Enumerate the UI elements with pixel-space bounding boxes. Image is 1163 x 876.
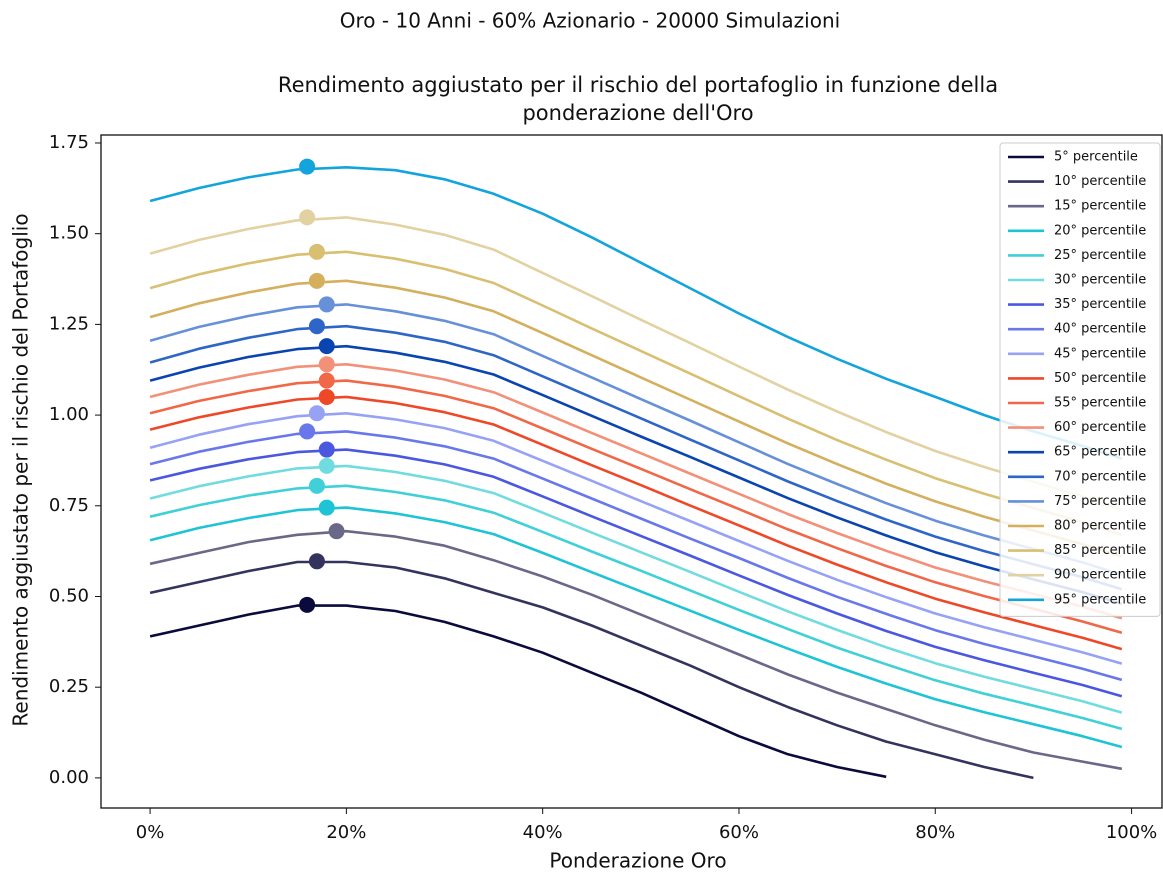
x-tick-label: 0% xyxy=(136,822,165,843)
max-marker xyxy=(299,423,316,440)
suptitle: Oro - 10 Anni - 60% Azionario - 20000 Si… xyxy=(340,9,840,33)
max-marker xyxy=(328,523,345,540)
legend-label: 40° percentile xyxy=(1054,322,1146,337)
legend: 5° percentile 10° percentile 15° percentil… xyxy=(999,142,1161,617)
y-tick-label: 0.75 xyxy=(49,495,89,516)
plot-frame xyxy=(100,134,1163,809)
series-line xyxy=(149,250,1123,537)
legend-label: 85° percentile xyxy=(1054,543,1146,558)
series-line xyxy=(149,379,1123,635)
max-marker xyxy=(299,209,316,226)
max-marker xyxy=(318,499,335,516)
legend-label: 50° percentile xyxy=(1054,371,1146,386)
x-tick-label: 20% xyxy=(326,822,366,843)
y-axis-label: Rendimento aggiustato per il rischio del… xyxy=(9,213,33,726)
max-marker xyxy=(318,356,335,373)
y-tick-label: 0.25 xyxy=(49,676,89,697)
series-line xyxy=(149,529,1123,771)
max-marker xyxy=(308,477,325,494)
y-tick-label: 0.50 xyxy=(49,585,89,606)
y-tick-label: 0.00 xyxy=(49,767,89,788)
legend-label: 10° percentile xyxy=(1054,174,1146,189)
max-marker xyxy=(299,596,316,613)
max-marker xyxy=(308,243,325,260)
legend-box xyxy=(999,142,1161,617)
x-tick-label: 80% xyxy=(915,822,955,843)
max-marker xyxy=(318,441,335,458)
x-tick-label: 40% xyxy=(523,822,563,843)
max-marker xyxy=(318,372,335,389)
legend-label: 75° percentile xyxy=(1054,494,1146,509)
legend-label: 45° percentile xyxy=(1054,346,1146,361)
legend-label: 25° percentile xyxy=(1054,248,1146,263)
max-marker xyxy=(318,388,335,405)
legend-label: 80° percentile xyxy=(1054,519,1146,534)
max-marker xyxy=(308,405,325,422)
legend-label: 15° percentile xyxy=(1054,199,1146,214)
max-marker xyxy=(308,272,325,289)
max-marker xyxy=(308,553,325,570)
max-marker xyxy=(318,338,335,355)
legend-label: 20° percentile xyxy=(1054,223,1146,238)
x-axis-label: Ponderazione Oro xyxy=(549,849,726,873)
legend-label: 5° percentile xyxy=(1054,150,1138,165)
chart-title: Rendimento aggiustato per il rischio del… xyxy=(278,73,998,97)
y-tick-label: 1.00 xyxy=(49,404,89,425)
legend-label: 65° percentile xyxy=(1054,445,1146,460)
legend-label: 55° percentile xyxy=(1054,396,1146,411)
legend-label: 90° percentile xyxy=(1054,568,1146,583)
chart-title: ponderazione dell'Oro xyxy=(522,101,753,125)
series-line xyxy=(149,506,1123,749)
max-marker xyxy=(318,457,335,474)
x-tick-label: 100% xyxy=(1106,822,1157,843)
x-tick-label: 60% xyxy=(719,822,759,843)
legend-label: 95° percentile xyxy=(1054,592,1146,607)
series-line xyxy=(149,604,887,779)
series-line xyxy=(149,303,1123,576)
legend-label: 70° percentile xyxy=(1054,469,1146,484)
y-tick-label: 1.50 xyxy=(49,223,89,244)
series-line xyxy=(149,484,1123,731)
series-line xyxy=(149,395,1123,651)
max-marker xyxy=(308,318,325,335)
legend-label: 30° percentile xyxy=(1054,273,1146,288)
max-marker xyxy=(318,296,335,313)
legend-label: 60° percentile xyxy=(1054,420,1146,435)
legend-label: 35° percentile xyxy=(1054,297,1146,312)
series-line xyxy=(149,362,1123,620)
max-marker xyxy=(299,158,316,175)
series-line xyxy=(149,448,1123,698)
series-line xyxy=(149,560,1034,780)
series-line xyxy=(149,344,1123,605)
y-tick-label: 1.25 xyxy=(49,313,89,334)
series-line xyxy=(149,464,1123,714)
y-tick-label: 1.75 xyxy=(49,132,89,153)
